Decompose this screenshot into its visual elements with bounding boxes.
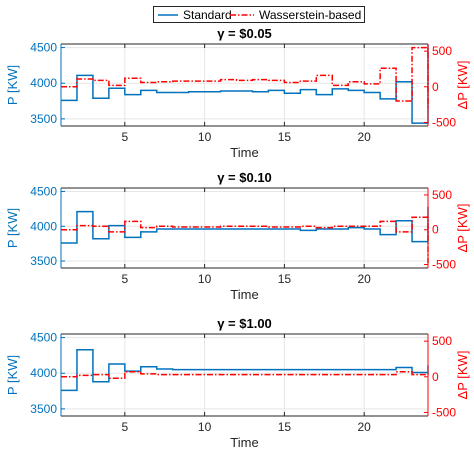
legend-entry-wasserstein: Wasserstein-based xyxy=(230,7,361,22)
x-tick-label: 10 xyxy=(198,420,212,434)
y-left-tick-label: 4500 xyxy=(30,41,57,55)
legend-label-standard: Standard xyxy=(183,7,232,22)
y-axis-label-right: ΔP [KW] xyxy=(455,61,470,110)
x-tick-label: 15 xyxy=(278,272,292,286)
legend-entry-standard: Standard xyxy=(158,7,232,22)
y-left-tick-label: 4500 xyxy=(30,331,57,345)
x-tick-label: 5 xyxy=(121,130,128,144)
chart-title: γ = $1.00 xyxy=(217,316,272,331)
y-right-tick-label: -500 xyxy=(432,258,456,272)
y-axis-label-left: P [KW] xyxy=(5,65,20,105)
y-axis-label-right: ΔP [KW] xyxy=(455,351,470,400)
chart-panel-1: 5 10 15 20 3500 4000 4500 -500 0 500 γ = $0.05 Time… xyxy=(5,26,470,160)
series-standard-line xyxy=(61,206,429,244)
x-axis-label: Time xyxy=(230,145,258,160)
x-tick-label: 5 xyxy=(121,420,128,434)
y-right-tick-label: -500 xyxy=(432,405,456,419)
y-right-tick-label: 500 xyxy=(432,334,452,348)
y-left-tick-label: 4500 xyxy=(30,184,57,198)
x-tick-label: 20 xyxy=(357,272,371,286)
chart-panel-2: 5 10 15 20 3500 4000 4500 -500 0 500 γ = $0.10 Time… xyxy=(5,170,470,302)
x-tick-label: 15 xyxy=(278,130,292,144)
chart-title: γ = $0.05 xyxy=(217,26,272,41)
chart-title: γ = $0.10 xyxy=(217,170,272,185)
legend: Standard Wasserstein-based xyxy=(153,6,365,23)
y-right-tick-label: 500 xyxy=(432,188,452,202)
series-wasserstein-line xyxy=(61,46,429,109)
x-axis-label: Time xyxy=(230,435,258,450)
x-tick-label: 10 xyxy=(198,272,212,286)
legend-dashdot-line-icon xyxy=(230,13,254,16)
x-tick-label: 10 xyxy=(198,130,212,144)
legend-solid-line-icon xyxy=(158,13,178,16)
y-axis-label-right: ΔP [KW] xyxy=(455,204,470,253)
x-tick-label: 20 xyxy=(357,130,371,144)
y-right-tick-label: -500 xyxy=(432,115,456,129)
series-wasserstein-line xyxy=(61,371,429,379)
y-axis-label-left: P [KW] xyxy=(5,208,20,248)
x-tick-label: 15 xyxy=(278,420,292,434)
y-left-tick-label: 4000 xyxy=(30,366,57,380)
y-axis-label-left: P [KW] xyxy=(5,355,20,395)
x-tick-label: 5 xyxy=(121,272,128,286)
x-axis-label: Time xyxy=(230,287,258,302)
y-left-tick-label: 3500 xyxy=(30,112,57,126)
x-tick-label: 20 xyxy=(357,420,371,434)
y-left-tick-label: 4000 xyxy=(30,219,57,233)
legend-label-wasserstein: Wasserstein-based xyxy=(259,7,362,22)
y-right-tick-label: 0 xyxy=(432,80,439,94)
y-left-tick-label: 3500 xyxy=(30,254,57,268)
series-standard-line xyxy=(61,44,429,124)
y-left-tick-label: 3500 xyxy=(30,402,57,416)
chart-panel-3: 5 10 15 20 3500 4000 4500 -500 0 500 γ = $1.00 Time… xyxy=(5,316,470,450)
series-standard-line xyxy=(61,348,429,392)
y-left-tick-label: 4000 xyxy=(30,76,57,90)
y-right-tick-label: 0 xyxy=(432,370,439,384)
y-right-tick-label: 0 xyxy=(432,223,439,237)
y-right-tick-label: 500 xyxy=(432,44,452,58)
series-wasserstein-line xyxy=(61,216,429,264)
